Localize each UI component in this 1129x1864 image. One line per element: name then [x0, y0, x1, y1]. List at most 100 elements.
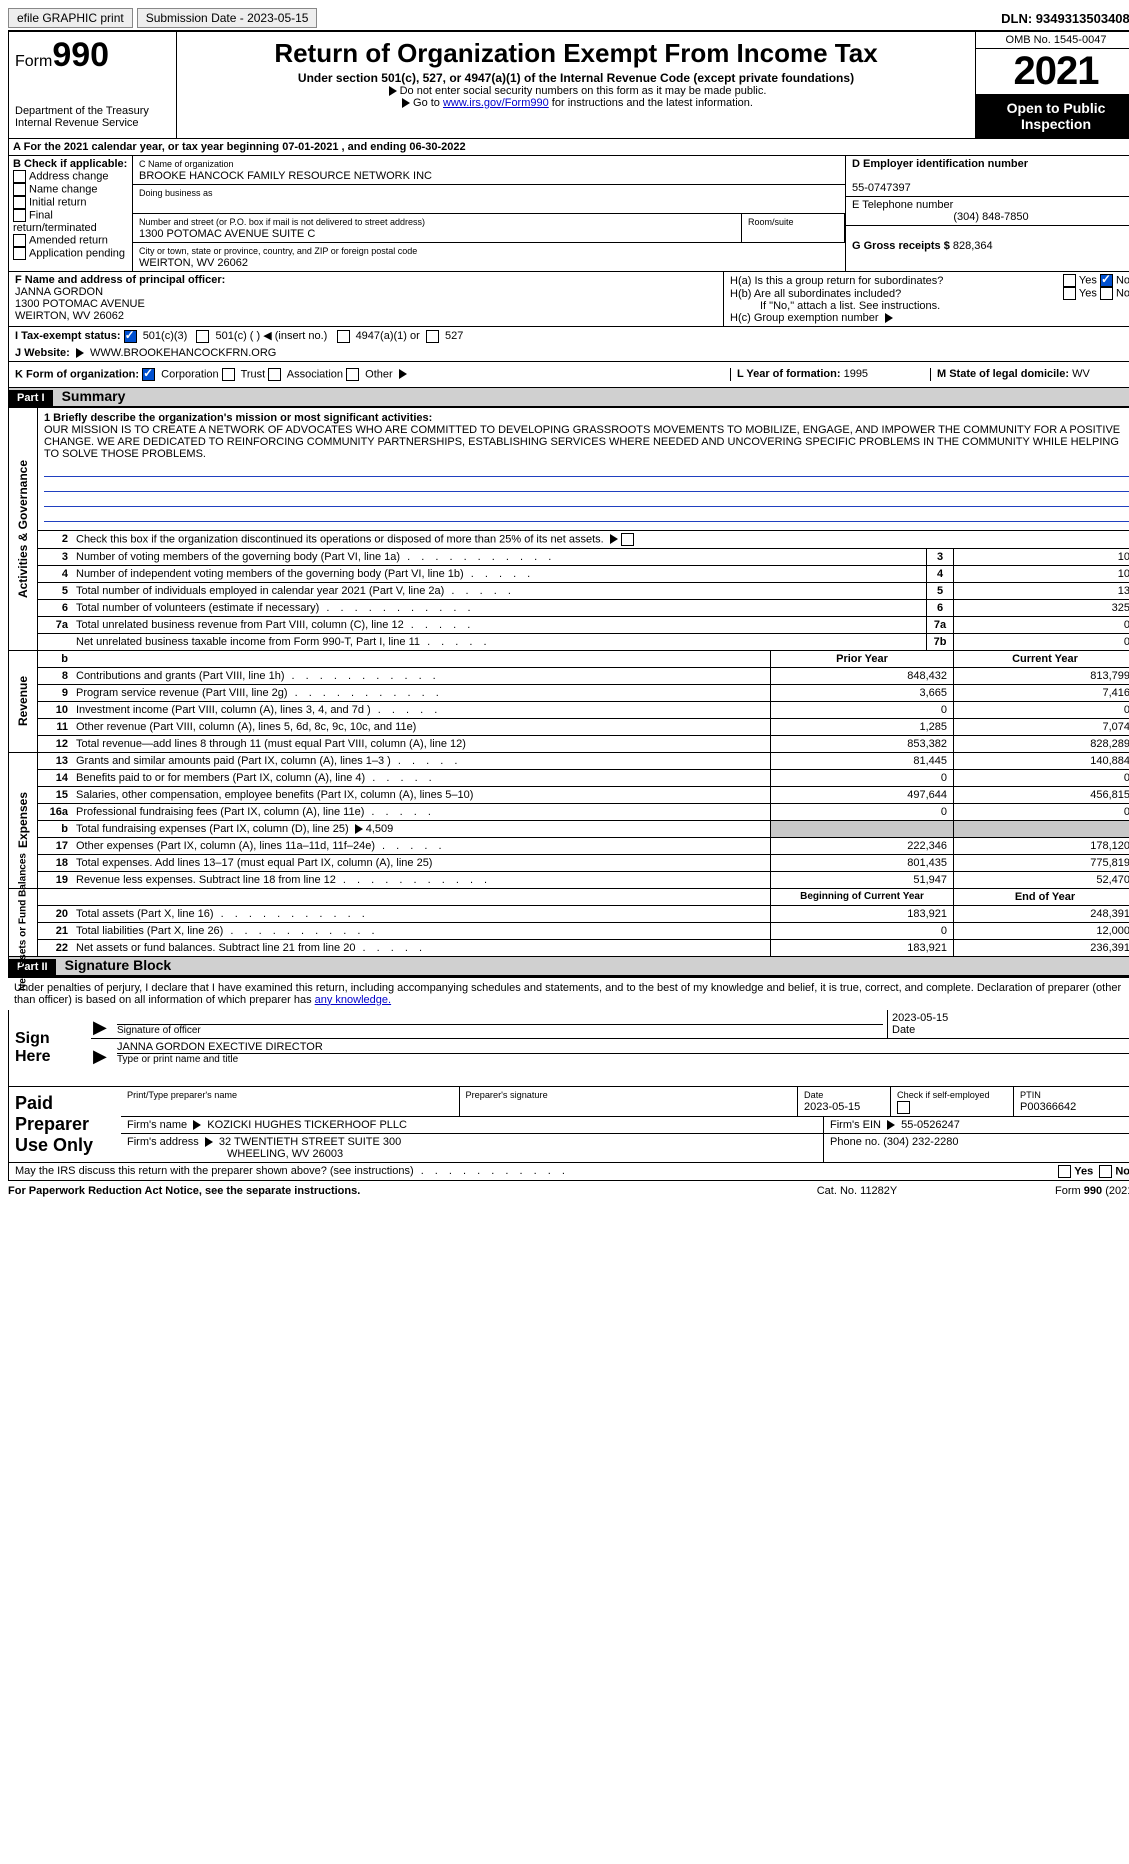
cb-4947[interactable]: [337, 330, 350, 343]
header-left: Form990 Department of the Treasury Inter…: [9, 32, 177, 138]
street-value: 1300 POTOMAC AVENUE SUITE C: [139, 228, 315, 240]
dln-label: DLN: 93493135034083: [1001, 11, 1129, 26]
line2: Check this box if the organization disco…: [76, 533, 604, 545]
k-label: K Form of organization:: [15, 368, 139, 380]
section-c: C Name of organization BROOKE HANCOCK FA…: [133, 156, 845, 271]
any-knowledge-link[interactable]: any knowledge.: [315, 994, 391, 1006]
l19: Revenue less expenses. Subtract line 18 …: [72, 872, 770, 888]
section-h: H(a) Is this a group return for subordin…: [724, 272, 1129, 326]
e22: 236,391: [953, 940, 1129, 956]
opt-insertno: (insert no.): [275, 330, 328, 342]
no-label: No: [1115, 1165, 1129, 1177]
ein-label: Firm's EIN: [830, 1119, 881, 1131]
v4: 10: [953, 566, 1129, 582]
row-j: J Website: WWW.BROOKEHANCOCKFRN.ORG: [8, 345, 1129, 362]
date-cap: Date: [892, 1024, 1129, 1036]
tax-year: 2021: [976, 49, 1129, 94]
form-number: 990: [52, 36, 109, 74]
v6: 325: [953, 600, 1129, 616]
foot-left: For Paperwork Reduction Act Notice, see …: [8, 1185, 777, 1197]
arrow-icon: [389, 86, 397, 96]
mission-text: OUR MISSION IS TO CREATE A NETWORK OF AD…: [44, 424, 1120, 460]
addr-label: Firm's address: [127, 1136, 199, 1148]
l8: Contributions and grants (Part VIII, lin…: [72, 668, 770, 684]
sidebar-exp: Expenses: [16, 792, 30, 848]
c9: 7,416: [953, 685, 1129, 701]
part1-tag: Part I: [9, 390, 53, 406]
cb-corp[interactable]: [142, 368, 155, 381]
cb-501c3[interactable]: [124, 330, 137, 343]
form-prefix: Form: [15, 53, 52, 70]
line7b: Net unrelated business taxable income fr…: [72, 634, 926, 650]
cb-assoc[interactable]: [268, 368, 281, 381]
street-label: Number and street (or P.O. box if mail i…: [139, 217, 425, 227]
may-no[interactable]: [1099, 1165, 1112, 1178]
firm-ein: 55-0526247: [901, 1119, 960, 1131]
no-label: No: [1116, 274, 1129, 286]
opt-527: 527: [445, 330, 463, 342]
section-f: F Name and address of principal officer:…: [9, 272, 724, 326]
header-center: Return of Organization Exempt From Incom…: [177, 32, 975, 138]
hb-no[interactable]: [1100, 287, 1113, 300]
hb-yes[interactable]: [1063, 287, 1076, 300]
checkbox-initial-return[interactable]: [13, 196, 26, 209]
p15: 497,644: [770, 787, 953, 803]
p14: 0: [770, 770, 953, 786]
cb-trust[interactable]: [222, 368, 235, 381]
page-footer: For Paperwork Reduction Act Notice, see …: [8, 1181, 1129, 1201]
prep-h3: Date: [804, 1090, 823, 1100]
c12: 828,289: [953, 736, 1129, 752]
form-subtitle: Under section 501(c), 527, or 4947(a)(1)…: [181, 71, 971, 85]
d-label: D Employer identification number: [852, 158, 1028, 170]
may-yes[interactable]: [1058, 1165, 1071, 1178]
yes-label: Yes: [1074, 1165, 1093, 1177]
section-d-to-g: D Employer identification number 55-0747…: [845, 156, 1129, 271]
ha-yes[interactable]: [1063, 274, 1076, 287]
c19: 52,470: [953, 872, 1129, 888]
sig-date: 2023-05-15: [892, 1012, 1129, 1024]
irs-label: Internal Revenue Service: [15, 117, 170, 129]
officer-addr2: WEIRTON, WV 26062: [15, 310, 124, 322]
l16b: Total fundraising expenses (Part IX, col…: [72, 821, 770, 837]
cb-527[interactable]: [426, 330, 439, 343]
officer-addr1: 1300 POTOMAC AVENUE: [15, 298, 145, 310]
opt-name-change: Name change: [29, 183, 98, 195]
yes-label: Yes: [1079, 287, 1097, 299]
opt-501c3: 501(c)(3): [143, 330, 188, 342]
cb-self-employed[interactable]: [897, 1101, 910, 1114]
cb-other[interactable]: [346, 368, 359, 381]
dept-label: Department of the Treasury: [15, 105, 170, 117]
row-k: K Form of organization: Corporation Trus…: [8, 362, 1129, 388]
ha-no[interactable]: [1100, 274, 1113, 287]
no-label: No: [1116, 287, 1129, 299]
opt-other: Other: [365, 368, 393, 380]
l11: Other revenue (Part VIII, column (A), li…: [72, 719, 770, 735]
l14: Benefits paid to or for members (Part IX…: [72, 770, 770, 786]
hb-note: If "No," attach a list. See instructions…: [730, 300, 1129, 312]
note-goto-post: for instructions and the latest informat…: [549, 97, 753, 109]
opt-amended: Amended return: [29, 234, 108, 246]
row-a: A For the 2021 calendar year, or tax yea…: [8, 139, 1129, 156]
checkbox-name-change[interactable]: [13, 183, 26, 196]
c-name-label: C Name of organization: [139, 159, 234, 169]
expenses-section: Expenses 13Grants and similar amounts pa…: [8, 753, 1129, 889]
checkbox-app-pending[interactable]: [13, 247, 26, 260]
efile-print-button[interactable]: efile GRAPHIC print: [8, 8, 133, 28]
prep-h1: Print/Type preparer's name: [127, 1090, 237, 1100]
e20: 248,391: [953, 906, 1129, 922]
f-label: F Name and address of principal officer:: [15, 274, 225, 286]
l-value: 1995: [844, 368, 868, 380]
omb-label: OMB No. 1545-0047: [976, 32, 1129, 49]
cb-line2[interactable]: [621, 533, 634, 546]
irs-link[interactable]: www.irs.gov/Form990: [443, 97, 549, 109]
top-bar: efile GRAPHIC print Submission Date - 20…: [8, 8, 1129, 32]
checkbox-address-change[interactable]: [13, 170, 26, 183]
sig-officer-cap: Signature of officer: [117, 1024, 883, 1036]
submission-date-button[interactable]: Submission Date - 2023-05-15: [137, 8, 318, 28]
checkbox-final-return[interactable]: [13, 209, 26, 222]
c14: 0: [953, 770, 1129, 786]
arrow-icon: [887, 1120, 895, 1130]
net-assets-section: Net Assets or Fund Balances Beginning of…: [8, 889, 1129, 957]
checkbox-amended[interactable]: [13, 234, 26, 247]
cb-501c[interactable]: [196, 330, 209, 343]
